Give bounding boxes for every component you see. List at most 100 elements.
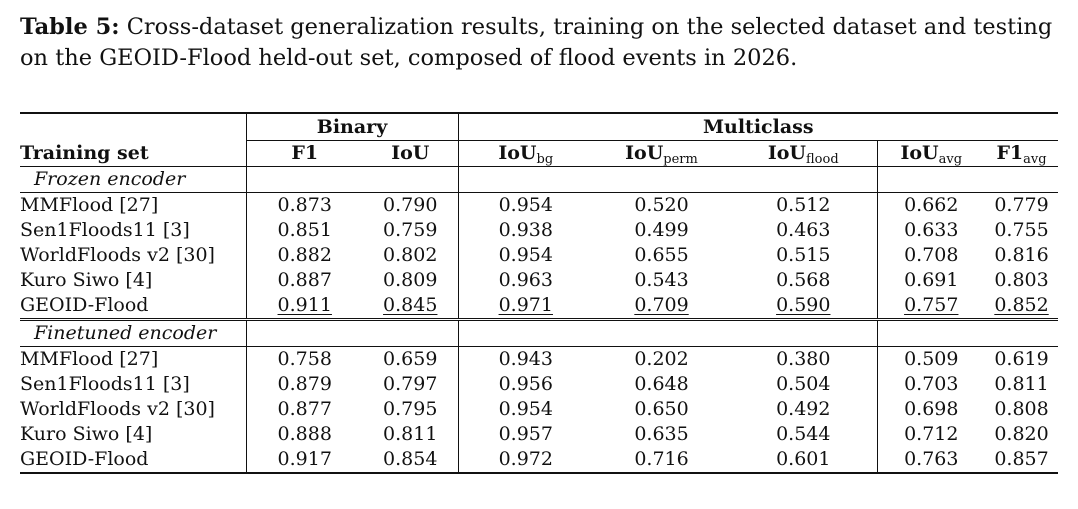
- row-name: Kuro Siwo [4]: [20, 423, 153, 445]
- table-cell: 0.888: [245, 422, 363, 447]
- table-cell: 0.703: [876, 372, 986, 397]
- table-cell: 0.716: [593, 447, 731, 474]
- header-iou-flood: IoUflood: [730, 140, 878, 167]
- table-cell: 0.795: [383, 398, 438, 420]
- table-cell: 0.380: [730, 346, 878, 372]
- table-cell: 0.499: [634, 219, 689, 241]
- table-cell: 0.512: [730, 192, 878, 218]
- row-name: WorldFloods v2 [30]: [20, 244, 215, 266]
- table-cell: 0.857: [985, 447, 1059, 474]
- header-f1-avg: F1avg: [985, 140, 1059, 167]
- table-row: MMFlood [27] 0.758 0.659 0.943 0.202 0.380 0.5…: [20, 346, 1059, 372]
- table-row: GEOID-Flood 0.917 0.854 0.972 0.716 0.601 0.76…: [20, 447, 1059, 474]
- row-name: Sen1Floods11 [3]: [20, 219, 190, 241]
- table-cell: 0.956: [457, 372, 594, 397]
- table-cell: 0.544: [776, 423, 831, 445]
- header-training-set: Training set: [20, 140, 246, 167]
- table-body: Frozen encoder MMFlood [27] 0.873 0.790 0.95…: [20, 166, 1059, 474]
- table-cell: 0.911: [245, 293, 363, 320]
- row-name: Kuro Siwo [4]: [20, 269, 153, 291]
- table-cell: 0.917: [245, 447, 363, 474]
- table-cell: 0.779: [985, 192, 1059, 218]
- table-cell: 0.659: [363, 346, 459, 372]
- table-cell: 0.520: [593, 192, 731, 218]
- caption-label: Table 5:: [20, 14, 120, 40]
- table-cell: 0.619: [985, 346, 1059, 372]
- table-cell: 0.816: [994, 244, 1049, 266]
- table-cell: 0.635: [634, 423, 689, 445]
- table-cell: 0.601: [730, 447, 878, 474]
- table-row: Sen1Floods11 [3] 0.851 0.759 0.938 0.499 0.46…: [20, 218, 1058, 243]
- table-cell: 0.543: [634, 269, 689, 291]
- table-cell: 0.568: [776, 269, 831, 291]
- table-cell: 0.882: [245, 243, 363, 268]
- table-cell: 0.662: [876, 192, 986, 218]
- table-cell: 0.811: [994, 373, 1049, 395]
- table-cell: 0.820: [994, 423, 1049, 445]
- table-cell: 0.590: [776, 294, 831, 316]
- table-row: Kuro Siwo [4] 0.888 0.811 0.957 0.635 0.544 0.…: [20, 422, 1058, 447]
- table-cell: 0.852: [994, 294, 1049, 316]
- table-cell: 0.759: [383, 219, 438, 241]
- row-name: MMFlood [27]: [20, 192, 246, 218]
- header-iou-bg: IoUbg: [457, 140, 594, 167]
- table-cell: 0.650: [634, 398, 689, 420]
- section-title: Frozen encoder: [20, 166, 246, 193]
- table-cell: 0.712: [876, 422, 986, 447]
- row-name: Sen1Floods11 [3]: [20, 373, 190, 395]
- table-cell: 0.957: [457, 422, 594, 447]
- table-cell: 0.709: [634, 294, 689, 316]
- table-cell: 0.708: [876, 243, 986, 268]
- table-cell: 0.691: [876, 268, 986, 293]
- table-row: GEOID-Flood 0.911 0.845 0.971 0.709 0.590 0.75…: [20, 293, 1058, 320]
- table-cell: 0.972: [457, 447, 594, 474]
- table-cell: 0.698: [876, 397, 986, 422]
- table-row: Kuro Siwo [4] 0.887 0.809 0.963 0.543 0.568 0.…: [20, 268, 1058, 293]
- row-name: MMFlood [27]: [20, 346, 246, 372]
- table-cell: 0.954: [457, 192, 594, 218]
- table-cell: 0.504: [776, 373, 831, 395]
- table-caption: Table 5: Cross-dataset generalization re…: [20, 12, 1060, 74]
- group-multiclass: Multiclass: [457, 112, 1059, 141]
- table-cell: 0.854: [363, 447, 459, 474]
- table-cell: 0.851: [245, 218, 363, 243]
- table-cell: 0.509: [876, 346, 986, 372]
- table-cell: 0.938: [457, 218, 594, 243]
- results-table: Binary Multiclass Training set F1 IoU Io…: [20, 112, 1059, 474]
- table-cell: 0.492: [776, 398, 831, 420]
- table-cell: 0.763: [876, 447, 986, 474]
- table-cell: 0.648: [634, 373, 689, 395]
- table-cell: 0.757: [876, 293, 986, 320]
- table-cell: 0.811: [383, 423, 438, 445]
- table-cell: 0.802: [383, 244, 438, 266]
- table-cell: 0.463: [776, 219, 831, 241]
- caption-text: Cross-dataset generalization results, tr…: [20, 14, 1053, 71]
- header-f1: F1: [245, 140, 363, 167]
- table-cell: 0.879: [245, 372, 363, 397]
- table-cell: 0.809: [383, 269, 438, 291]
- header-iou: IoU: [363, 140, 459, 167]
- group-binary: Binary: [245, 112, 459, 141]
- table-cell: 0.515: [776, 244, 831, 266]
- table-cell: 0.758: [245, 346, 363, 372]
- table-cell: 0.873: [245, 192, 363, 218]
- table-cell: 0.943: [457, 346, 594, 372]
- section-title: Finetuned encoder: [20, 318, 246, 347]
- table-cell: 0.963: [457, 268, 594, 293]
- table-row: Sen1Floods11 [3] 0.879 0.797 0.956 0.648 0.50…: [20, 372, 1058, 397]
- table-cell: 0.755: [994, 219, 1049, 241]
- row-name: WorldFloods v2 [30]: [20, 398, 215, 420]
- table-cell: 0.954: [457, 397, 594, 422]
- table-cell: 0.655: [634, 244, 689, 266]
- header-iou-avg: IoUavg: [876, 140, 986, 167]
- table-row: WorldFloods v2 [30] 0.877 0.795 0.954 0.650 0…: [20, 397, 1058, 422]
- row-name: GEOID-Flood: [20, 294, 149, 316]
- table-cell: 0.633: [876, 218, 986, 243]
- table-cell: 0.202: [593, 346, 731, 372]
- table-cell: 0.887: [245, 268, 363, 293]
- table-row: MMFlood [27] 0.873 0.790 0.954 0.520 0.512 0.6…: [20, 192, 1059, 218]
- row-name: GEOID-Flood: [20, 447, 246, 474]
- table-row: WorldFloods v2 [30] 0.882 0.802 0.954 0.655 0…: [20, 243, 1058, 268]
- table-cell: 0.954: [457, 243, 594, 268]
